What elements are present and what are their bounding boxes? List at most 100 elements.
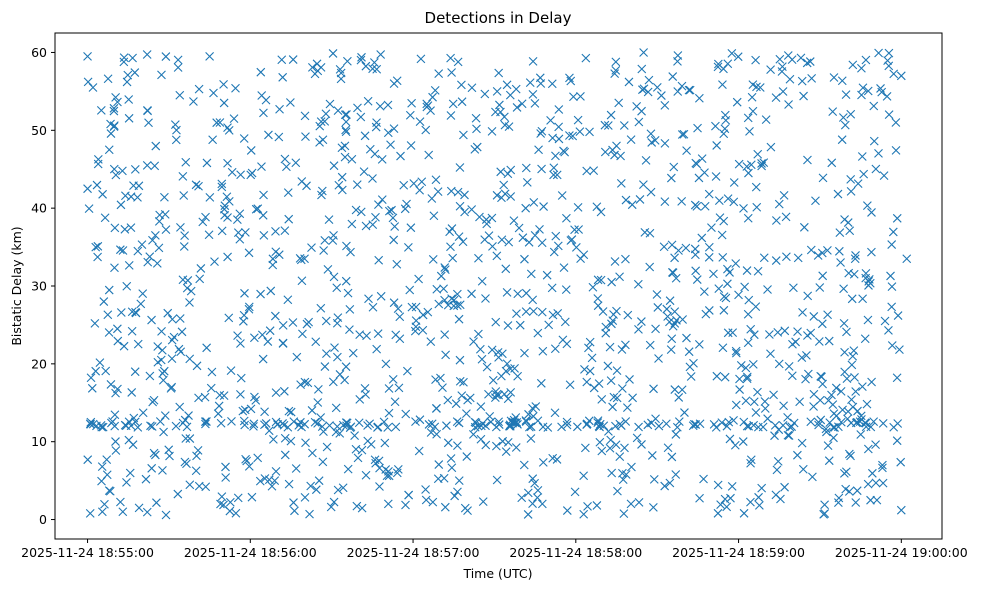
detection-point [549, 170, 558, 180]
detection-point [735, 385, 744, 394]
detection-point [761, 115, 771, 125]
detection-point [494, 417, 504, 427]
detection-point [441, 350, 451, 360]
detection-point [668, 268, 678, 278]
detection-point [267, 481, 277, 491]
detection-point [871, 164, 881, 174]
detection-point [341, 362, 351, 372]
detection-point [528, 474, 538, 484]
detection-point [746, 455, 756, 465]
detection-point [463, 395, 473, 405]
detection-point [257, 330, 267, 340]
detection-point [723, 59, 733, 69]
detection-point [214, 401, 224, 411]
detection-point [732, 97, 742, 107]
detection-point [212, 118, 222, 128]
detection-point [184, 411, 193, 420]
detection-point [219, 204, 229, 214]
detection-point [99, 297, 109, 306]
detection-point [548, 310, 558, 320]
detection-point [161, 510, 171, 520]
detection-point [219, 98, 229, 108]
detection-point [484, 389, 493, 399]
detection-point [373, 329, 383, 339]
x-tick-label: 2025-11-24 18:59:00 [672, 545, 805, 560]
detection-point [283, 188, 293, 197]
detection-point [175, 402, 185, 412]
y-axis-label: Bistatic Delay (km) [9, 226, 24, 345]
detection-point [103, 74, 113, 84]
detection-point [641, 156, 651, 165]
detection-point [424, 150, 434, 160]
detection-point [503, 394, 513, 404]
detection-point [487, 345, 497, 355]
detection-point [562, 420, 572, 430]
detection-point [180, 457, 190, 467]
detection-point [610, 257, 620, 266]
detection-point [643, 87, 653, 97]
detection-point [787, 55, 797, 65]
detection-point [677, 81, 687, 91]
detection-point [684, 347, 694, 357]
detection-point [751, 182, 761, 192]
detection-point [740, 282, 750, 292]
detection-point [278, 72, 288, 82]
detection-point [153, 357, 163, 367]
detection-point [384, 384, 394, 393]
detection-point [377, 195, 387, 205]
detection-point [124, 113, 134, 123]
detection-point [677, 197, 687, 206]
detection-point [393, 304, 403, 314]
detection-point [421, 125, 431, 135]
detection-point [817, 248, 827, 258]
detection-point [787, 371, 797, 381]
detection-point [255, 476, 265, 486]
detection-point [304, 317, 314, 327]
detection-point [179, 242, 189, 251]
detection-point [411, 417, 420, 427]
detection-point [236, 373, 246, 383]
detection-point [600, 147, 610, 157]
detection-point [313, 398, 323, 407]
detection-point [373, 423, 382, 432]
detection-point [625, 375, 634, 384]
detection-point [149, 448, 159, 458]
detection-point [471, 113, 481, 123]
detection-point [343, 464, 353, 474]
detection-point [432, 403, 441, 413]
detection-point [469, 337, 478, 347]
detection-point [446, 242, 455, 252]
detection-point [301, 438, 310, 448]
detection-point [467, 289, 476, 299]
detection-point [670, 253, 679, 263]
detection-point [638, 180, 648, 189]
detection-point [745, 127, 754, 136]
detection-point [129, 413, 139, 423]
detection-point [653, 303, 663, 312]
detection-point [260, 407, 269, 417]
detection-point [755, 83, 765, 92]
detection-point [460, 190, 469, 200]
detection-point [766, 142, 776, 152]
detection-point [884, 110, 894, 120]
detection-point [460, 207, 469, 217]
detection-point [671, 430, 681, 439]
detection-point [534, 145, 543, 155]
detection-point [506, 388, 516, 397]
detection-point [352, 180, 362, 190]
detection-point [442, 421, 451, 431]
detection-point [784, 361, 794, 371]
detection-point [159, 427, 168, 437]
detection-point [133, 339, 143, 349]
detection-point [814, 418, 824, 427]
detection-point [840, 347, 849, 357]
detection-point [105, 486, 115, 496]
detection-point [423, 307, 433, 317]
detection-point [302, 181, 311, 191]
detection-point [535, 224, 544, 234]
detection-point [414, 274, 424, 284]
detection-point [227, 416, 236, 426]
detection-point [146, 421, 155, 431]
detection-point [485, 411, 495, 421]
detection-point [866, 495, 875, 505]
